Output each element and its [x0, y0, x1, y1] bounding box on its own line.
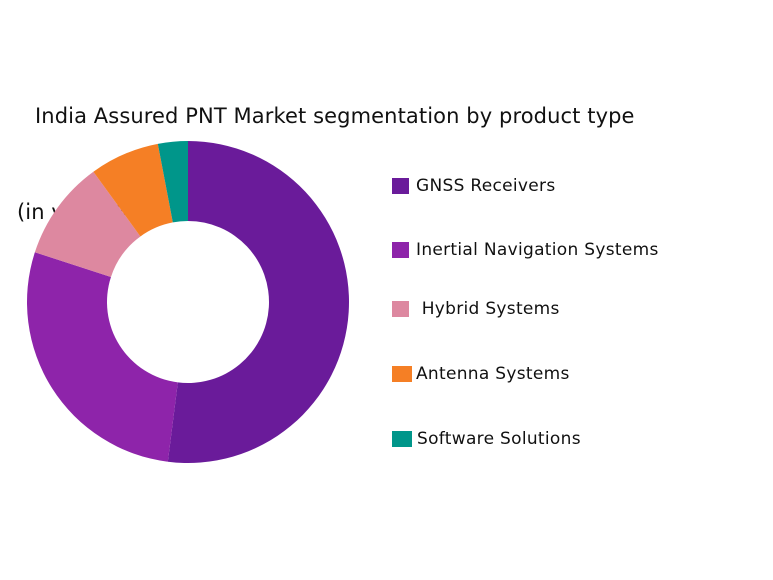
legend-swatch [392, 242, 409, 258]
legend-item-antenna-systems: Antenna Systems [392, 364, 570, 384]
legend-label: Inertial Navigation Systems [416, 240, 659, 260]
legend-label: Antenna Systems [416, 364, 570, 384]
legend-label: GNSS Receivers [416, 176, 556, 196]
legend-swatch [392, 366, 412, 382]
legend-label: Hybrid Systems [416, 299, 560, 319]
legend-label: Software Solutions [417, 429, 581, 449]
legend-swatch [392, 431, 412, 447]
donut-segment-antenna-systems [93, 143, 173, 237]
legend-swatch [392, 301, 409, 317]
donut-segment-gnss-receivers [167, 141, 350, 464]
legend-swatch [392, 178, 409, 194]
chart-title-line1: India Assured PNT Market segmentation by… [35, 104, 635, 128]
legend-item-inertial-navigation-systems: Inertial Navigation Systems [392, 240, 659, 260]
legend-item-hybrid-systems: Hybrid Systems [392, 299, 560, 319]
donut-segment-inertial-navigation-systems [26, 252, 178, 462]
legend-item-software-solutions: Software Solutions [392, 429, 581, 449]
donut-segment-software-solutions [157, 141, 188, 223]
legend-item-gnss-receivers: GNSS Receivers [392, 176, 555, 196]
donut-segment-hybrid-systems [34, 171, 141, 277]
